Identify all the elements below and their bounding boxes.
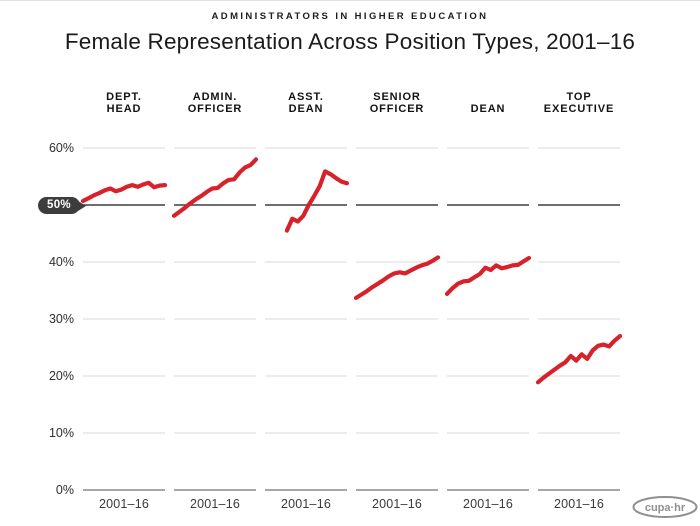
panel-header-line: DEAN [470, 103, 506, 115]
series-line-dean [444, 255, 532, 296]
y-tick-20: 20% [48, 369, 74, 383]
panel-header-asst-dean: ASST. DEAN [251, 87, 361, 115]
panel-header-senior-officer: SENIOR OFFICER [342, 87, 452, 115]
panel-header-line: OFFICER [187, 103, 243, 115]
x-label-asst-dean: 2001–16 [280, 497, 332, 511]
series-line-dept-head [80, 180, 168, 204]
x-label-senior-officer: 2001–16 [371, 497, 423, 511]
callout-tail [78, 200, 86, 211]
panel-header-line: OFFICER [369, 103, 425, 115]
panel-header-line: ASST. [288, 91, 324, 103]
series-line-asst-dean [284, 169, 350, 233]
panel-header-top-executive: TOP EXECUTIVE [524, 87, 634, 115]
panel-header-dept-head: DEPT. HEAD [69, 87, 179, 115]
y-tick-0: 0% [55, 483, 74, 497]
y-tick-40: 40% [48, 255, 74, 269]
series-line-senior-officer [353, 255, 441, 300]
x-label-admin-officer: 2001–16 [189, 497, 241, 511]
panel-header-admin-officer: ADMIN. OFFICER [160, 87, 270, 115]
panel-header-line: EXECUTIVE [543, 103, 615, 115]
x-label-dept-head: 2001–16 [98, 497, 150, 511]
panel-header-dean: DEAN [433, 87, 543, 115]
chart-title: Female Representation Across Position Ty… [64, 29, 636, 54]
logo-text: cupa·hr [645, 502, 686, 514]
cupa-hr-logo: cupa·hr [632, 496, 698, 518]
panel-header-line: HEAD [106, 103, 142, 115]
panel-header-line: DEPT. [106, 91, 142, 103]
panel-header-line: TOP [566, 91, 592, 103]
y-tick-10: 10% [48, 426, 74, 440]
x-label-top-executive: 2001–16 [553, 497, 605, 511]
y-tick-60: 60% [48, 141, 74, 155]
panel-header-line: DEAN [288, 103, 324, 115]
series-line-admin-officer [171, 157, 259, 218]
y-tick-30: 30% [48, 312, 74, 326]
x-label-dean: 2001–16 [462, 497, 514, 511]
fifty-percent-callout: 50% [38, 197, 86, 214]
panel-header-line: SENIOR [373, 91, 421, 103]
panel-header-line: ADMIN. [192, 91, 238, 103]
chart-eyebrow: ADMINISTRATORS IN HIGHER EDUCATION [211, 11, 489, 22]
series-line-top-executive [535, 334, 623, 385]
fifty-percent-label: 50% [47, 199, 71, 211]
